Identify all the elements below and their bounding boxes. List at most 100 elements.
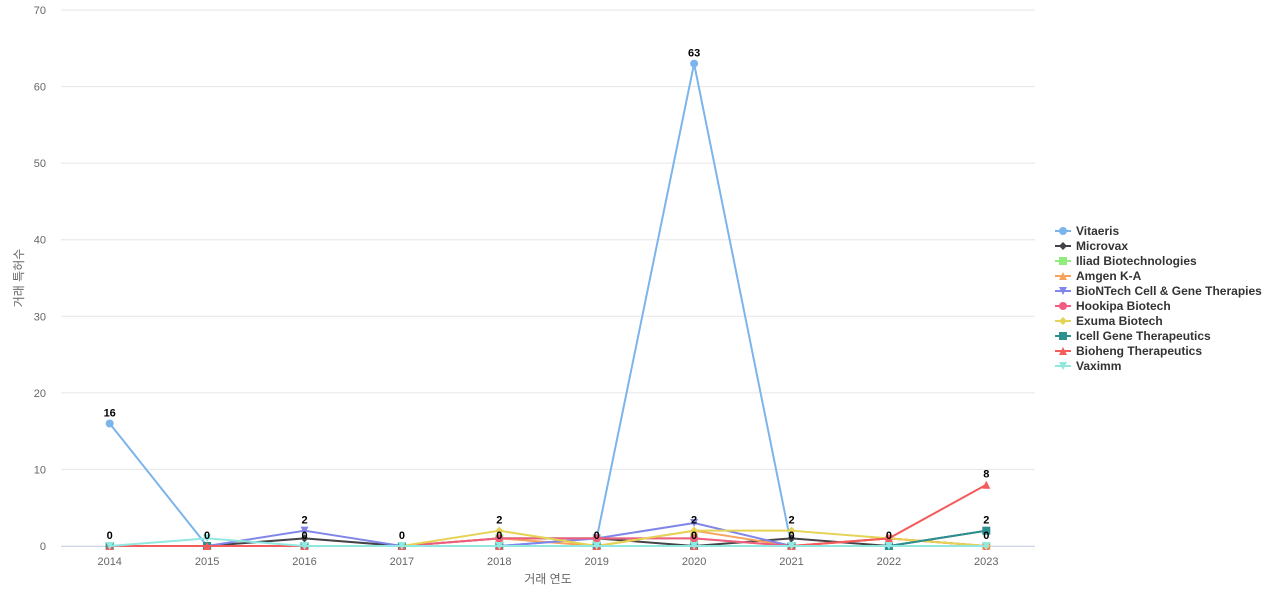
legend-label: BioNTech Cell & Gene Therapies (1076, 284, 1262, 298)
data-point (787, 526, 796, 535)
legend-item-icell-gene-therapeutics[interactable]: Icell Gene Therapeutics (1055, 329, 1211, 343)
data-label: 0 (691, 530, 697, 542)
x-tick-label: 2021 (779, 556, 803, 568)
legend-marker (1059, 347, 1067, 355)
data-point (105, 542, 114, 550)
data-label: 0 (496, 530, 502, 542)
x-tick-label: 2015 (195, 556, 219, 568)
legend-item-microvax[interactable]: Microvax (1055, 239, 1128, 253)
legend-label: Vitaeris (1076, 224, 1119, 238)
data-label: 2 (691, 515, 697, 527)
legend-label: Bioheng Therapeutics (1076, 344, 1202, 358)
legend-item-exuma-biotech[interactable]: Exuma Biotech (1055, 314, 1163, 328)
legend-marker (1059, 272, 1067, 280)
series-layer (105, 59, 991, 550)
legend-label: Amgen K-A (1076, 269, 1142, 283)
legend-label: Icell Gene Therapeutics (1076, 329, 1211, 343)
data-label: 16 (104, 407, 116, 419)
legend-label: Vaximm (1076, 359, 1121, 373)
y-tick-label: 50 (34, 158, 46, 170)
series-vitaeris (105, 59, 991, 550)
data-point (690, 534, 699, 543)
x-tick-label: 2016 (292, 556, 316, 568)
data-label: 2 (788, 515, 794, 527)
data-point (690, 59, 699, 68)
data-label: 0 (886, 530, 892, 542)
y-tick-label: 70 (34, 5, 46, 17)
series-vaximm (105, 534, 991, 550)
legend-item-iliad-biotechnologies[interactable]: Iliad Biotechnologies (1055, 254, 1197, 268)
grid-layer (61, 9, 1035, 547)
data-label: 0 (788, 530, 794, 542)
data-point (300, 526, 309, 535)
data-point (884, 534, 893, 543)
data-point (690, 526, 699, 535)
data-point (203, 534, 212, 543)
data-point (203, 542, 212, 550)
data-point (787, 534, 796, 543)
legend-item-amgen-k-a[interactable]: Amgen K-A (1055, 269, 1142, 283)
data-point (884, 542, 893, 550)
data-point (690, 519, 699, 528)
data-label: 2 (983, 515, 989, 527)
legend-marker (1059, 317, 1067, 325)
x-tick-label: 2022 (877, 556, 901, 568)
data-point (592, 534, 601, 543)
data-point (787, 542, 796, 550)
y-tick-label: 60 (34, 82, 46, 94)
data-point (300, 534, 309, 543)
legend-marker (1059, 302, 1067, 310)
x-axis-title: 거래 연도 (524, 572, 572, 586)
data-label: 0 (399, 530, 405, 542)
data-point (982, 542, 991, 550)
x-tick-label: 2014 (97, 556, 121, 568)
data-point (495, 526, 504, 535)
series-line (108, 62, 988, 547)
data-label: 0 (301, 530, 307, 542)
data-label: 63 (688, 48, 700, 60)
legend-item-biontech-cell-gene-therapies[interactable]: BioNTech Cell & Gene Therapies (1055, 284, 1262, 298)
x-tick-label: 2019 (584, 556, 608, 568)
y-tick-label: 30 (34, 311, 46, 323)
legend-marker (1059, 257, 1067, 265)
y-tick-label: 20 (34, 388, 46, 400)
data-point (982, 480, 991, 489)
legend-label: Iliad Biotechnologies (1076, 254, 1197, 268)
x-tick-label: 2017 (390, 556, 414, 568)
legend-label: Exuma Biotech (1076, 314, 1163, 328)
data-point (592, 542, 601, 550)
x-tick-label: 2023 (974, 556, 998, 568)
legend-item-vitaeris[interactable]: Vitaeris (1055, 224, 1119, 238)
data-label: 0 (594, 530, 600, 542)
series-line (108, 483, 988, 547)
y-axis-title: 거래 특허수 (12, 249, 26, 308)
y-tick-label: 40 (34, 235, 46, 247)
data-point (690, 542, 699, 550)
legend-item-hookipa-biotech[interactable]: Hookipa Biotech (1055, 299, 1171, 313)
data-label: 2 (496, 515, 502, 527)
x-tick-label: 2018 (487, 556, 511, 568)
data-point (300, 542, 309, 550)
legend-label: Microvax (1076, 239, 1128, 253)
legend-marker (1059, 287, 1067, 295)
data-point (495, 534, 504, 543)
data-point (982, 526, 991, 535)
data-label: 0 (107, 530, 113, 542)
series-line (108, 537, 988, 547)
legend-marker (1059, 332, 1067, 340)
legend-label: Hookipa Biotech (1076, 299, 1171, 313)
legend-item-bioheng-therapeutics[interactable]: Bioheng Therapeutics (1055, 344, 1202, 358)
y-tick-label: 0 (40, 541, 46, 553)
data-label: 0 (204, 530, 210, 542)
data-label: 8 (983, 469, 989, 481)
data-label: 2 (301, 515, 307, 527)
x-tick-label: 2020 (682, 556, 706, 568)
legend-marker (1059, 242, 1067, 250)
y-tick-label: 10 (34, 464, 46, 476)
data-label: 0 (983, 530, 989, 542)
legend-item-vaximm[interactable]: Vaximm (1055, 359, 1121, 373)
